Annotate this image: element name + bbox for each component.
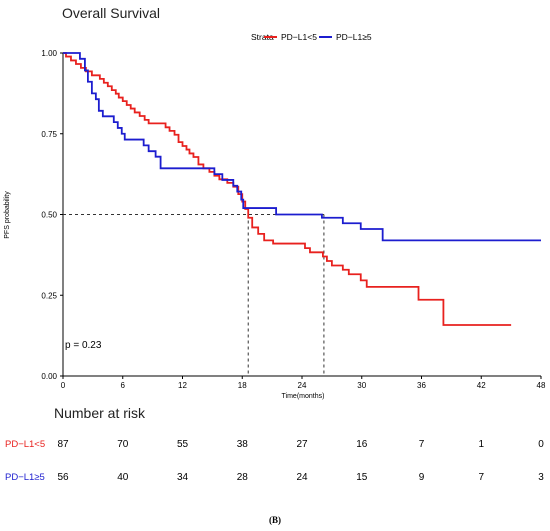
risk-cell: 55	[177, 439, 189, 450]
x-tick-label: 42	[477, 381, 486, 390]
risk-row-label: PD−L1≥5	[5, 472, 45, 483]
risk-cell: 0	[538, 439, 544, 450]
risk-cell: 24	[296, 472, 308, 483]
risk-cell: 38	[237, 439, 249, 450]
risk-cell: 34	[177, 472, 189, 483]
panel-label: (B)	[269, 515, 281, 525]
risk-table-title: Number at risk	[54, 405, 146, 421]
risk-cell: 70	[117, 439, 129, 450]
x-tick-label: 12	[178, 381, 187, 390]
x-axis-label: Time(months)	[282, 393, 325, 400]
y-tick-label: 0.75	[41, 130, 57, 139]
legend: Strata PD−L1<5 PD−L1≥5	[251, 32, 372, 42]
p-value-label: p = 0.23	[65, 340, 102, 351]
risk-cell: 27	[296, 439, 308, 450]
x-tick-label: 18	[238, 381, 247, 390]
curve-pd-l1-high	[63, 52, 541, 242]
legend-title: Strata	[251, 32, 274, 42]
legend-label-1: PD−L1<5	[281, 32, 317, 42]
risk-cell: 15	[356, 472, 368, 483]
y-axis-label: PFS probability	[4, 191, 11, 239]
risk-cell: 7	[478, 472, 484, 483]
y-tick-label: 1.00	[41, 49, 57, 58]
risk-cell: 40	[117, 472, 129, 483]
y-tick-label: 0.00	[41, 372, 57, 381]
risk-cell: 3	[538, 472, 544, 483]
x-tick-label: 48	[537, 381, 546, 390]
risk-cell: 87	[57, 439, 69, 450]
curve-pd-l1-low	[63, 52, 512, 326]
risk-cell: 1	[478, 439, 484, 450]
risk-cell: 56	[57, 472, 69, 483]
risk-row-label: PD−L1<5	[5, 439, 45, 450]
x-tick-label: 36	[417, 381, 426, 390]
legend-label-2: PD−L1≥5	[336, 32, 372, 42]
x-tick-label: 6	[121, 381, 126, 390]
risk-cell: 28	[237, 472, 249, 483]
y-tick-label: 0.50	[41, 211, 57, 220]
x-tick-label: 0	[61, 381, 66, 390]
chart-title: Overall Survival	[62, 5, 160, 21]
risk-cell: 9	[419, 472, 425, 483]
y-tick-label: 0.25	[41, 291, 57, 300]
x-tick-label: 30	[357, 381, 366, 390]
x-tick-label: 24	[298, 381, 307, 390]
risk-cell: 16	[356, 439, 368, 450]
risk-cell: 7	[419, 439, 425, 450]
